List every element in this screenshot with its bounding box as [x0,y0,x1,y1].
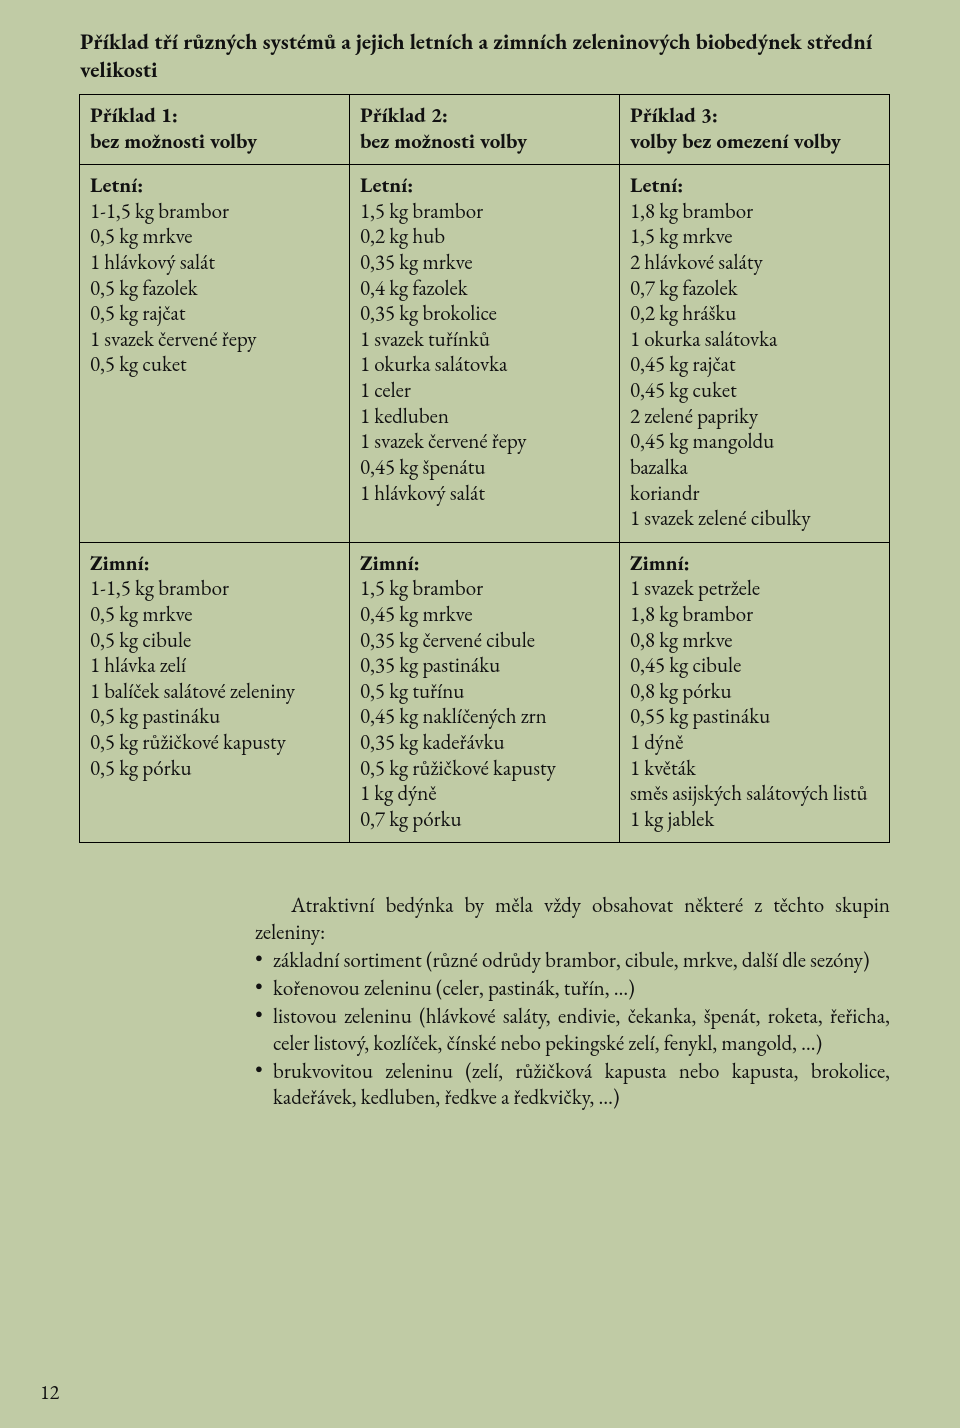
list-item: 0,45 kg mrkve [360,602,609,628]
col2-winter: Zimní: 1,5 kg brambor 0,45 kg mrkve 0,35… [349,542,620,844]
list-item: 0,5 kg růžičkové kapusty [90,730,339,756]
list-item: 1,8 kg brambor [630,199,879,225]
list-item: 0,45 kg mangoldu [630,429,879,455]
list-item: 1-1,5 kg brambor [90,576,339,602]
list-item: 1 svazek červené řepy [360,429,609,455]
list-item: 0,35 kg mrkve [360,250,609,276]
list-item: 1 květák [630,756,879,782]
list-item: 0,8 kg pórku [630,679,879,705]
list-item: 1 kedluben [360,404,609,430]
list-item: 0,35 kg brokolice [360,301,609,327]
list-item: 0,5 kg tuřínu [360,679,609,705]
col1-summer: Letní: 1-1,5 kg brambor 0,5 kg mrkve 1 h… [79,164,350,543]
list-item: 0,5 kg fazolek [90,276,339,302]
col-header-1: Příklad 1:bez možnosti volby [79,94,350,165]
col3-winter: Zimní: 1 svazek petržele 1,8 kg brambor … [619,542,890,844]
body-text: Atraktivní bedýnka by měla vždy obsahova… [255,893,890,1111]
winter-label: Zimní: [360,550,420,577]
winter-label: Zimní: [630,550,690,577]
list-item: 0,45 kg cuket [630,378,879,404]
list-item: bazalka [630,455,879,481]
col-header-2: Příklad 2:bez možnosti volby [349,94,620,165]
list-item: 1,5 kg brambor [360,199,609,225]
winter-label: Zimní: [90,550,150,577]
list-item: 1 svazek petržele [630,576,879,602]
list-item: 1 kg jablek [630,807,879,833]
list-item: 2 zelené papriky [630,404,879,430]
bullet-item: základní sortiment (různé odrůdy brambor… [255,948,890,974]
examples-table: Příklad 1:bez možnosti volby Příklad 2:b… [80,95,890,843]
col-header-3: Příklad 3:volby bez omezení volby [619,94,890,165]
list-item: koriandr [630,481,879,507]
list-item: 1 hlávkový salát [90,250,339,276]
list-item: směs asijských salátových listů [630,781,879,807]
list-item: 1 celer [360,378,609,404]
summer-label: Letní: [90,172,143,199]
list-item: 0,5 kg pastináku [90,704,339,730]
list-item: 1 dýně [630,730,879,756]
list-item: 1,5 kg brambor [360,576,609,602]
page-number: 12 [40,1380,59,1404]
intro-paragraph: Atraktivní bedýnka by měla vždy obsahova… [255,893,890,946]
bullet-list: základní sortiment (různé odrůdy brambor… [255,948,890,1112]
list-item: 0,2 kg hub [360,224,609,250]
list-item: 1 hlávkový salát [360,481,609,507]
list-item: 0,35 kg červené cibule [360,628,609,654]
list-item: 0,5 kg cuket [90,352,339,378]
list-item: 0,5 kg rajčat [90,301,339,327]
list-item: 0,2 kg hrášku [630,301,879,327]
list-item: 1 hlávka zelí [90,653,339,679]
list-item: 0,5 kg mrkve [90,602,339,628]
list-item: 2 hlávkové saláty [630,250,879,276]
list-item: 1 svazek tuřínků [360,327,609,353]
list-item: 1,8 kg brambor [630,602,879,628]
col1-winter: Zimní: 1-1,5 kg brambor 0,5 kg mrkve 0,5… [79,542,350,844]
list-item: 0,45 kg rajčat [630,352,879,378]
list-item: 0,7 kg pórku [360,807,609,833]
bullet-item: brukvovitou zeleninu (zelí, růžičková ka… [255,1059,890,1112]
page-title: Příklad tří různých systémů a jejich let… [80,28,890,83]
col2-summer: Letní: 1,5 kg brambor 0,2 kg hub 0,35 kg… [349,164,620,543]
list-item: 0,45 kg naklíčených zrn [360,704,609,730]
list-item: 1 okurka salátovka [360,352,609,378]
list-item: 1 svazek červené řepy [90,327,339,353]
list-item: 0,5 kg růžičkové kapusty [360,756,609,782]
list-item: 0,45 kg cibule [630,653,879,679]
list-item: 1 balíček salátové zeleniny [90,679,339,705]
list-item: 0,35 kg kadeřávku [360,730,609,756]
list-item: 0,5 kg pórku [90,756,339,782]
list-item: 0,45 kg špenátu [360,455,609,481]
summer-label: Letní: [630,172,683,199]
list-item: 0,5 kg cibule [90,628,339,654]
list-item: 0,8 kg mrkve [630,628,879,654]
col3-summer: Letní: 1,8 kg brambor 1,5 kg mrkve 2 hlá… [619,164,890,543]
list-item: 1 okurka salátovka [630,327,879,353]
list-item: 0,7 kg fazolek [630,276,879,302]
list-item: 1 kg dýně [360,781,609,807]
list-item: 1 svazek zelené cibulky [630,506,879,532]
bullet-item: listovou zeleninu (hlávkové saláty, endi… [255,1004,890,1057]
list-item: 0,35 kg pastináku [360,653,609,679]
list-item: 1,5 kg mrkve [630,224,879,250]
list-item: 0,4 kg fazolek [360,276,609,302]
list-item: 0,5 kg mrkve [90,224,339,250]
list-item: 0,55 kg pastináku [630,704,879,730]
list-item: 1-1,5 kg brambor [90,199,339,225]
bullet-item: kořenovou zeleninu (celer, pastinák, tuř… [255,976,890,1002]
summer-label: Letní: [360,172,413,199]
